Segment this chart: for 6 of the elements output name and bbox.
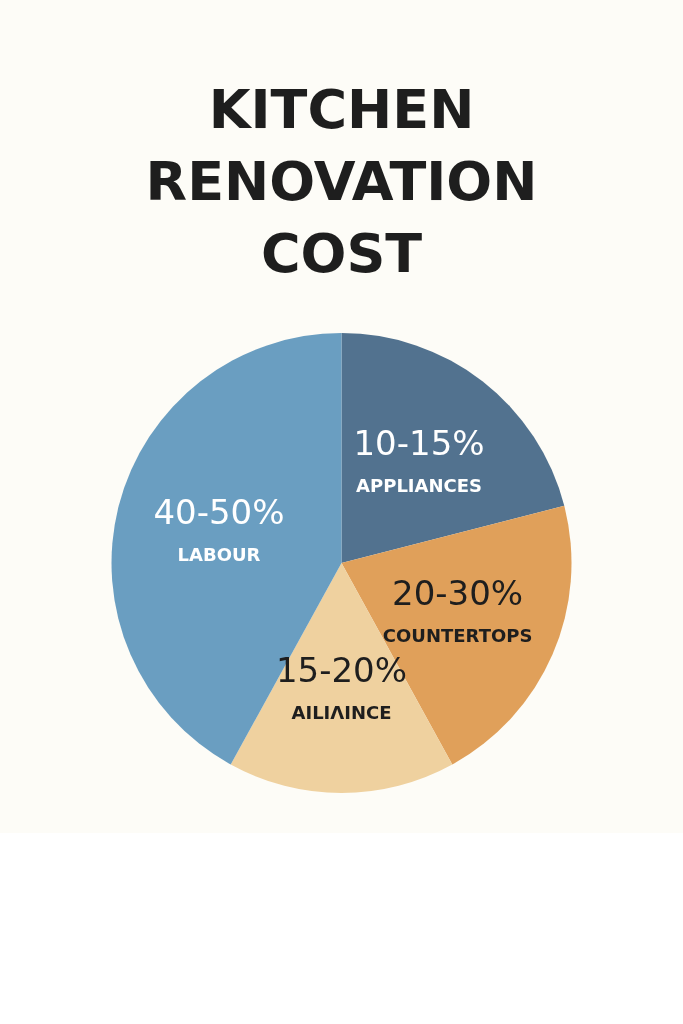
category-label: 20-30% COUNTERTOPS [382,573,533,647]
category-label: 15-20% AILIΛINCE [275,649,408,723]
chart-title: KITCHEN RENOVATION COST [145,78,538,285]
pie-slice [341,333,565,563]
category-label: 10-15% APPLIANCES [353,423,485,497]
category-label: 40-50% LABOUR [153,491,285,565]
